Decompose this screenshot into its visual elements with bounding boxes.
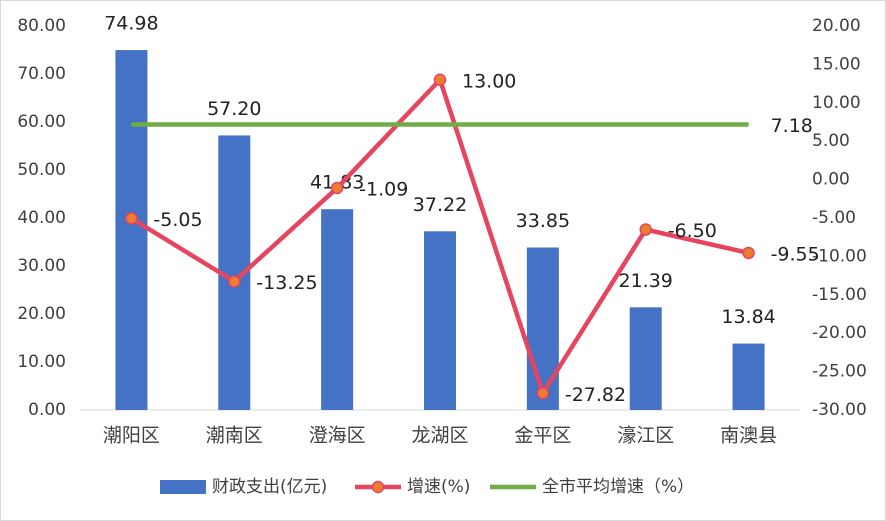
- y-tick-label: 20.00: [17, 304, 66, 324]
- value-label: 37.22: [413, 194, 467, 216]
- value-label: -1.09: [359, 178, 408, 200]
- value-label: 21.39: [619, 270, 673, 292]
- value-label: 33.85: [516, 210, 570, 232]
- x-tick-label: 潮阳区: [103, 425, 160, 447]
- y-tick-label: 0.00: [28, 400, 66, 420]
- bar: [732, 343, 765, 410]
- y2-tick-label: 0.00: [812, 170, 850, 190]
- marker: [228, 275, 241, 288]
- y2-tick-label: 15.00: [812, 54, 861, 74]
- y-tick-label: 80.00: [17, 16, 66, 36]
- x-tick-label: 龙湖区: [411, 425, 468, 447]
- x-tick-label: 澄海区: [309, 425, 366, 447]
- value-label: 7.18: [771, 115, 813, 137]
- legend-label: 财政支出(亿元): [212, 477, 327, 497]
- y-tick-label: 60.00: [17, 112, 66, 132]
- value-label: 13.84: [721, 306, 775, 328]
- y2-tick-label: -5.00: [812, 208, 856, 228]
- legend-swatch: [160, 480, 206, 494]
- y-tick-label: 50.00: [17, 160, 66, 180]
- bar: [629, 307, 662, 410]
- y2-tick-label: -25.00: [812, 362, 867, 382]
- x-tick-label: 金平区: [514, 425, 571, 447]
- bar: [424, 231, 456, 410]
- marker: [330, 181, 344, 195]
- value-label: -5.05: [153, 209, 202, 231]
- y2-tick-label: -15.00: [812, 285, 867, 305]
- marker: [125, 212, 138, 225]
- y-tick-label: 40.00: [17, 208, 66, 228]
- y2-tick-label: 20.00: [812, 16, 861, 36]
- legend-label: 全市平均增速（%）: [542, 477, 694, 497]
- y2-tick-label: -30.00: [812, 400, 867, 420]
- marker: [742, 246, 755, 260]
- value-label: -6.50: [668, 220, 717, 242]
- y2-tick-label: 5.00: [812, 131, 850, 151]
- y-tick-label: 10.00: [17, 352, 66, 372]
- bar: [321, 209, 354, 410]
- y2-tick-label: -20.00: [812, 323, 867, 343]
- y-tick-label: 70.00: [17, 64, 66, 84]
- x-tick-label: 南澳县: [720, 425, 777, 447]
- value-label: -13.25: [256, 272, 317, 294]
- y-tick-label: 30.00: [17, 256, 66, 276]
- bar: [526, 247, 559, 410]
- x-tick-label: 潮南区: [206, 425, 263, 447]
- x-tick-label: 濠江区: [617, 425, 674, 447]
- bar: [115, 50, 148, 410]
- value-label: -27.82: [565, 384, 626, 406]
- value-label: 57.20: [207, 98, 261, 120]
- marker: [433, 73, 447, 87]
- marker: [639, 223, 652, 236]
- marker: [536, 387, 550, 400]
- value-label: -9.55: [771, 243, 820, 265]
- value-label: 74.98: [104, 13, 158, 35]
- value-label: 13.00: [462, 70, 516, 92]
- legend-marker: [371, 480, 385, 494]
- y2-tick-label: -10.00: [812, 246, 867, 266]
- legend-label: 增速(%): [407, 477, 470, 497]
- y2-tick-label: 10.00: [812, 93, 861, 113]
